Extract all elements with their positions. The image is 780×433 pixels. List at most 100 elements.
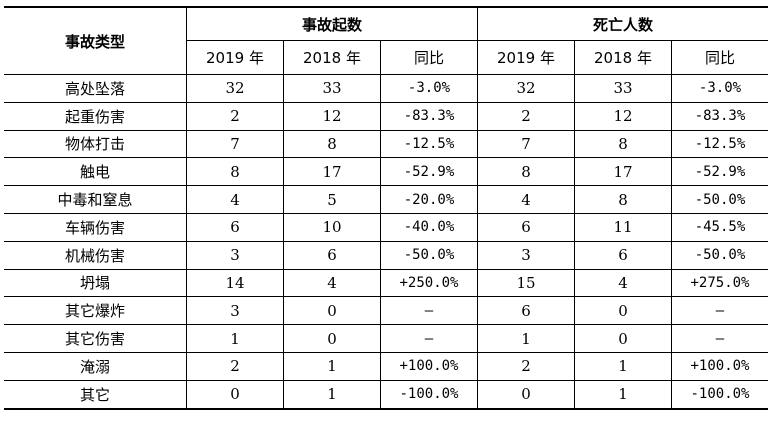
header-dea-2019: 2019 年 bbox=[477, 40, 575, 75]
table-row: 中毒和窒息 4 5 -20.0% 4 8 -50.0% bbox=[4, 185, 768, 214]
accident-type-cell: 其它 bbox=[4, 379, 187, 410]
accidents-2018-cell: 10 bbox=[283, 212, 381, 242]
header-dea-yoy: 同比 bbox=[671, 40, 768, 75]
deaths-yoy-cell: -3.0% bbox=[671, 74, 768, 103]
accident-type-cell: 坍塌 bbox=[4, 268, 187, 298]
deaths-2018-cell: 33 bbox=[574, 74, 672, 103]
accidents-2019-cell: 1 bbox=[186, 324, 284, 353]
accidents-2018-cell: 12 bbox=[283, 101, 381, 131]
header-dea-2018: 2018 年 bbox=[574, 40, 672, 75]
accidents-2019-cell: 14 bbox=[186, 268, 284, 298]
accidents-2018-cell: 33 bbox=[283, 74, 381, 103]
accident-type-cell: 机械伤害 bbox=[4, 240, 187, 270]
header-acc-2019: 2019 年 bbox=[186, 40, 284, 75]
deaths-2019-cell: 7 bbox=[477, 129, 575, 159]
table-row: 高处坠落 32 33 -3.0% 32 33 -3.0% bbox=[4, 74, 768, 103]
accidents-yoy-cell: +250.0% bbox=[380, 268, 478, 298]
accident-type-cell: 车辆伤害 bbox=[4, 212, 187, 242]
accidents-yoy-cell: -83.3% bbox=[380, 101, 478, 131]
table-row: 其它 0 1 -100.0% 0 1 -100.0% bbox=[4, 379, 768, 410]
accidents-yoy-cell: -3.0% bbox=[380, 74, 478, 103]
accidents-2019-cell: 3 bbox=[186, 240, 284, 270]
accidents-2018-cell: 0 bbox=[283, 296, 381, 326]
accidents-2018-cell: 17 bbox=[283, 157, 381, 187]
deaths-2018-cell: 8 bbox=[574, 129, 672, 159]
accident-type-cell: 其它伤害 bbox=[4, 324, 187, 353]
header-category: 事故类型 bbox=[4, 6, 187, 75]
deaths-2018-cell: 6 bbox=[574, 240, 672, 270]
deaths-2019-cell: 8 bbox=[477, 157, 575, 187]
accidents-2018-cell: 1 bbox=[283, 379, 381, 410]
accidents-2018-cell: 6 bbox=[283, 240, 381, 270]
deaths-yoy-cell: – bbox=[671, 296, 768, 326]
accidents-yoy-cell: -52.9% bbox=[380, 157, 478, 187]
accidents-2019-cell: 3 bbox=[186, 296, 284, 326]
accident-type-cell: 高处坠落 bbox=[4, 74, 187, 103]
accidents-yoy-cell: -20.0% bbox=[380, 185, 478, 214]
deaths-2018-cell: 1 bbox=[574, 379, 672, 410]
table-row: 触电 8 17 -52.9% 8 17 -52.9% bbox=[4, 157, 768, 187]
table-row: 起重伤害 2 12 -83.3% 2 12 -83.3% bbox=[4, 101, 768, 131]
table-row: 机械伤害 3 6 -50.0% 3 6 -50.0% bbox=[4, 240, 768, 270]
deaths-2019-cell: 32 bbox=[477, 74, 575, 103]
deaths-yoy-cell: -50.0% bbox=[671, 185, 768, 214]
header-acc-yoy: 同比 bbox=[380, 40, 478, 75]
accidents-2019-cell: 32 bbox=[186, 74, 284, 103]
accidents-yoy-cell: – bbox=[380, 324, 478, 353]
accidents-yoy-cell: +100.0% bbox=[380, 351, 478, 381]
header-group-accidents: 事故起数 bbox=[186, 6, 478, 41]
deaths-yoy-cell: +100.0% bbox=[671, 351, 768, 381]
deaths-2019-cell: 3 bbox=[477, 240, 575, 270]
deaths-2018-cell: 4 bbox=[574, 268, 672, 298]
deaths-2018-cell: 0 bbox=[574, 296, 672, 326]
deaths-2018-cell: 1 bbox=[574, 351, 672, 381]
accidents-2019-cell: 4 bbox=[186, 185, 284, 214]
deaths-yoy-cell: -12.5% bbox=[671, 129, 768, 159]
deaths-2019-cell: 6 bbox=[477, 212, 575, 242]
accident-statistics-table: 事故类型 事故起数 死亡人数 2019 年 2018 年 同比 2019 年 2… bbox=[4, 6, 768, 410]
accident-type-cell: 其它爆炸 bbox=[4, 296, 187, 326]
deaths-2019-cell: 15 bbox=[477, 268, 575, 298]
accident-type-cell: 触电 bbox=[4, 157, 187, 187]
deaths-2018-cell: 11 bbox=[574, 212, 672, 242]
accidents-2019-cell: 2 bbox=[186, 351, 284, 381]
deaths-yoy-cell: -52.9% bbox=[671, 157, 768, 187]
accidents-2019-cell: 6 bbox=[186, 212, 284, 242]
table-row: 物体打击 7 8 -12.5% 7 8 -12.5% bbox=[4, 129, 768, 159]
accidents-2018-cell: 4 bbox=[283, 268, 381, 298]
deaths-yoy-cell: -45.5% bbox=[671, 212, 768, 242]
accidents-2019-cell: 8 bbox=[186, 157, 284, 187]
deaths-2019-cell: 0 bbox=[477, 379, 575, 410]
accidents-2018-cell: 1 bbox=[283, 351, 381, 381]
deaths-yoy-cell: – bbox=[671, 324, 768, 353]
accidents-2019-cell: 7 bbox=[186, 129, 284, 159]
accidents-yoy-cell: -12.5% bbox=[380, 129, 478, 159]
deaths-2019-cell: 1 bbox=[477, 324, 575, 353]
deaths-2018-cell: 8 bbox=[574, 185, 672, 214]
deaths-2019-cell: 6 bbox=[477, 296, 575, 326]
deaths-yoy-cell: -83.3% bbox=[671, 101, 768, 131]
accidents-2019-cell: 2 bbox=[186, 101, 284, 131]
accident-type-cell: 中毒和窒息 bbox=[4, 185, 187, 214]
accident-type-cell: 淹溺 bbox=[4, 351, 187, 381]
deaths-2019-cell: 2 bbox=[477, 101, 575, 131]
accidents-yoy-cell: -50.0% bbox=[380, 240, 478, 270]
accidents-2018-cell: 5 bbox=[283, 185, 381, 214]
deaths-2018-cell: 0 bbox=[574, 324, 672, 353]
table-row: 坍塌 14 4 +250.0% 15 4 +275.0% bbox=[4, 268, 768, 298]
accidents-2018-cell: 0 bbox=[283, 324, 381, 353]
deaths-2019-cell: 4 bbox=[477, 185, 575, 214]
accident-type-cell: 物体打击 bbox=[4, 129, 187, 159]
deaths-yoy-cell: -50.0% bbox=[671, 240, 768, 270]
table-row: 车辆伤害 6 10 -40.0% 6 11 -45.5% bbox=[4, 212, 768, 242]
deaths-2018-cell: 12 bbox=[574, 101, 672, 131]
header-acc-2018: 2018 年 bbox=[283, 40, 381, 75]
table-row: 淹溺 2 1 +100.0% 2 1 +100.0% bbox=[4, 351, 768, 381]
deaths-yoy-cell: +275.0% bbox=[671, 268, 768, 298]
table-row: 其它爆炸 3 0–6 0– bbox=[4, 296, 768, 326]
deaths-2019-cell: 2 bbox=[477, 351, 575, 381]
accidents-yoy-cell: -40.0% bbox=[380, 212, 478, 242]
accidents-yoy-cell: -100.0% bbox=[380, 379, 478, 410]
accident-type-cell: 起重伤害 bbox=[4, 101, 187, 131]
deaths-2018-cell: 17 bbox=[574, 157, 672, 187]
